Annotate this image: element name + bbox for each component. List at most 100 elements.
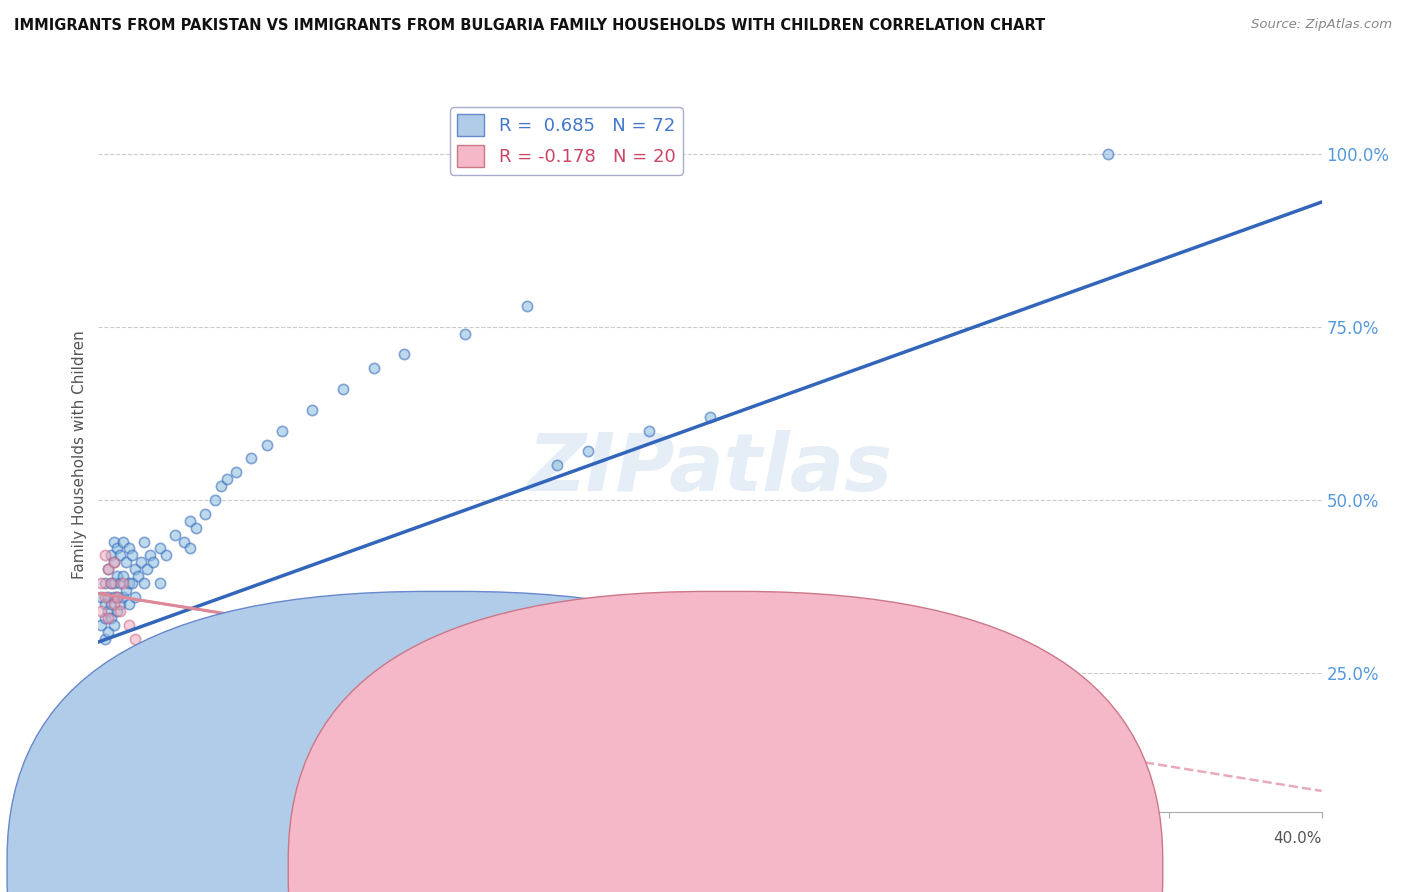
Point	[204, 492, 226, 507]
Point	[209, 479, 232, 493]
Point	[111, 590, 134, 604]
Text: IMMIGRANTS FROM PAKISTAN VS IMMIGRANTS FROM BULGARIA FAMILY HOUSEHOLDS WITH CHIL: IMMIGRANTS FROM PAKISTAN VS IMMIGRANTS F…	[14, 18, 1045, 33]
Point	[97, 562, 120, 576]
Point	[90, 576, 112, 591]
Text: Source: ZipAtlas.com: Source: ZipAtlas.com	[1251, 18, 1392, 31]
Point	[454, 326, 477, 341]
Point	[105, 590, 128, 604]
Point	[209, 756, 232, 771]
Point	[129, 555, 152, 569]
Point	[546, 458, 568, 473]
Point	[332, 382, 354, 396]
Point	[124, 632, 146, 646]
Point	[1097, 146, 1119, 161]
Text: 40.0%: 40.0%	[1274, 831, 1322, 846]
Point	[93, 611, 115, 625]
Point	[155, 549, 177, 563]
Point	[103, 617, 125, 632]
Legend: R =  0.685   N = 72, R = -0.178   N = 20: R = 0.685 N = 72, R = -0.178 N = 20	[450, 107, 683, 175]
Point	[111, 569, 134, 583]
Point	[127, 569, 149, 583]
Point	[225, 465, 247, 479]
Point	[90, 590, 112, 604]
Point	[108, 576, 131, 591]
Point	[134, 687, 156, 701]
Point	[97, 624, 120, 639]
Point	[97, 562, 120, 576]
Point	[108, 549, 131, 563]
Point	[270, 424, 292, 438]
Point	[149, 541, 172, 556]
Point	[100, 549, 122, 563]
Point	[93, 549, 115, 563]
Point	[118, 617, 141, 632]
Point	[115, 555, 138, 569]
Point	[93, 632, 115, 646]
Point	[118, 597, 141, 611]
Point	[699, 409, 721, 424]
Point	[179, 514, 201, 528]
Point	[100, 576, 122, 591]
Point	[637, 424, 661, 438]
Point	[97, 590, 120, 604]
Point	[97, 604, 120, 618]
Point	[100, 576, 122, 591]
Point	[100, 611, 122, 625]
Text: Immigrants from Pakistan: Immigrants from Pakistan	[467, 860, 664, 874]
Point	[103, 597, 125, 611]
Point	[194, 507, 217, 521]
Point	[124, 590, 146, 604]
Point	[134, 576, 156, 591]
Point	[105, 569, 128, 583]
Point	[163, 722, 186, 736]
Point	[103, 576, 125, 591]
Point	[118, 576, 141, 591]
Point	[103, 590, 125, 604]
Point	[363, 361, 385, 376]
Point	[118, 541, 141, 556]
Point	[115, 582, 138, 597]
Point	[215, 472, 238, 486]
Point	[173, 534, 195, 549]
Point	[163, 527, 186, 541]
Point	[93, 597, 115, 611]
Point	[179, 541, 201, 556]
Point	[111, 534, 134, 549]
Point	[142, 700, 165, 714]
Point	[392, 347, 416, 361]
Point	[186, 521, 208, 535]
Point	[108, 597, 131, 611]
Point	[124, 562, 146, 576]
Point	[121, 576, 143, 591]
Point	[149, 576, 172, 591]
Point	[301, 403, 323, 417]
Point	[105, 541, 128, 556]
Point	[179, 735, 201, 749]
Point	[93, 576, 115, 591]
Point	[576, 444, 599, 458]
Text: 0.0%: 0.0%	[98, 831, 138, 846]
Point	[108, 604, 131, 618]
Text: Immigrants from Bulgaria: Immigrants from Bulgaria	[748, 860, 945, 874]
Point	[105, 604, 128, 618]
Point	[240, 451, 263, 466]
Point	[100, 597, 122, 611]
Point	[136, 562, 159, 576]
Point	[103, 534, 125, 549]
Point	[111, 576, 134, 591]
Point	[155, 714, 177, 729]
Point	[103, 555, 125, 569]
Text: ZIPatlas: ZIPatlas	[527, 430, 893, 508]
Point	[90, 617, 112, 632]
Point	[516, 299, 538, 313]
Point	[90, 604, 112, 618]
Point	[256, 437, 278, 451]
Point	[139, 549, 162, 563]
Point	[105, 590, 128, 604]
Point	[103, 555, 125, 569]
Point	[134, 534, 156, 549]
Point	[121, 549, 143, 563]
Point	[97, 611, 120, 625]
Point	[142, 555, 165, 569]
Y-axis label: Family Households with Children: Family Households with Children	[72, 331, 87, 579]
